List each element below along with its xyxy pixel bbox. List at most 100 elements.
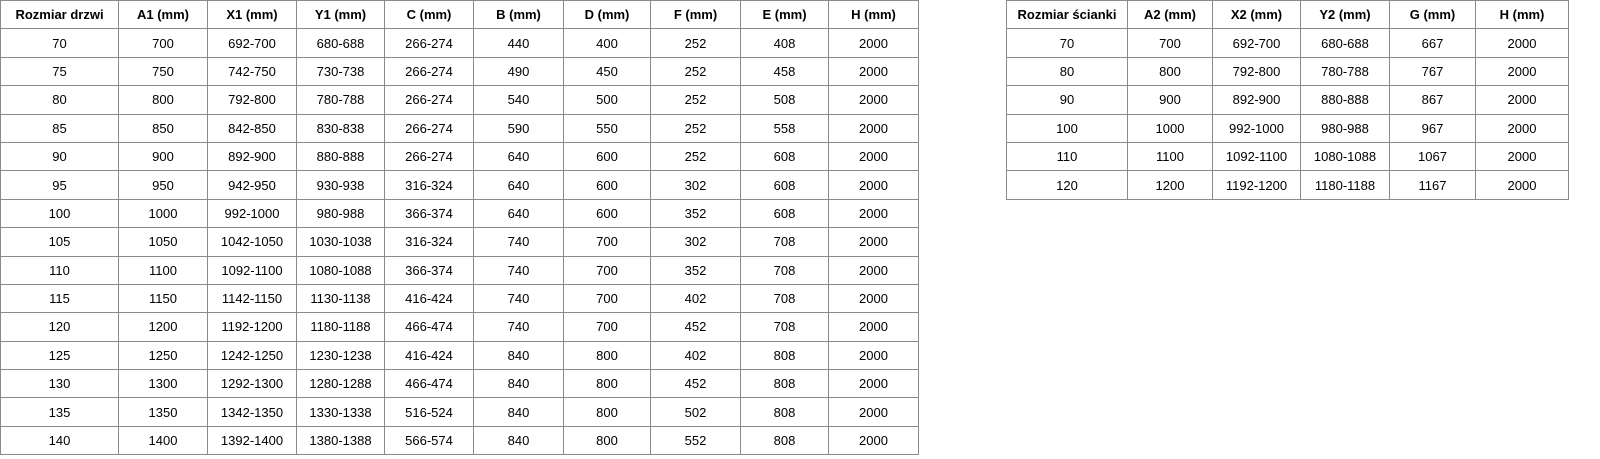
table-cell: 2000	[1475, 170, 1569, 200]
column-header: C (mm)	[384, 0, 474, 30]
table-cell: 1342-1350	[207, 397, 297, 427]
column-header: B (mm)	[473, 0, 564, 30]
table-cell: 452	[650, 312, 741, 342]
table-cell: 740	[473, 312, 564, 342]
table-cell: 266-274	[384, 141, 474, 172]
table-cell: 135	[0, 397, 119, 427]
table-cell: 880-888	[1300, 85, 1390, 115]
table-cell: 1150	[118, 283, 208, 314]
table-cell: 466-474	[384, 312, 474, 342]
table-cell: 1250	[118, 340, 208, 371]
table-cell: 452	[650, 369, 741, 399]
table-cell: 700	[1127, 28, 1213, 58]
table-row: 110 1100 1092-1100 1080-1088 366-374 740 700 35…	[0, 255, 919, 285]
table-cell: 700	[118, 28, 208, 58]
table-cell: 2000	[828, 227, 919, 257]
table-cell: 2000	[828, 312, 919, 342]
table-cell: 800	[563, 369, 651, 399]
table-cell: 120	[1006, 170, 1128, 200]
table-cell: 1400	[118, 425, 208, 456]
table-cell: 252	[650, 56, 741, 87]
table-cell: 992-1000	[1212, 113, 1301, 143]
table-cell: 100	[0, 198, 119, 229]
table-cell: 1330-1338	[296, 397, 385, 427]
table-cell: 700	[563, 283, 651, 314]
table-row: 115 1150 1142-1150 1130-1138 416-424 740 700 40…	[0, 283, 919, 314]
table-cell: 808	[740, 425, 829, 456]
table-row: 75 750 742-750 730-738 266-274 490 450 252 458 20…	[0, 56, 919, 87]
table-header: Rozmiar ścianki A2 (mm) X2 (mm) Y2 (mm) G (m…	[1006, 0, 1569, 30]
table-cell: 840	[473, 425, 564, 456]
table-cell: 1030-1038	[296, 227, 385, 257]
table-row: 120 1200 1192-1200 1180-1188 466-474 740 700 45…	[0, 312, 919, 342]
table-cell: 140	[0, 425, 119, 456]
table-cell: 980-988	[1300, 113, 1390, 143]
table-cell: 416-424	[384, 340, 474, 371]
table-cell: 708	[740, 283, 829, 314]
table-cell: 2000	[1475, 113, 1569, 143]
door-dimensions-table: Rozmiar drzwi A1 (mm) X1 (mm) Y1 (mm) C (mm)…	[0, 0, 919, 456]
column-header: H (mm)	[1475, 0, 1569, 30]
column-header: H (mm)	[828, 0, 919, 30]
column-header: E (mm)	[740, 0, 829, 30]
table-cell: 740	[473, 255, 564, 285]
table-cell: 90	[1006, 85, 1128, 115]
table-cell: 466-474	[384, 369, 474, 399]
table-cell: 100	[1006, 113, 1128, 143]
table-cell: 708	[740, 312, 829, 342]
table-row: 80 800 792-800 780-788 266-274 540 500 252 508 20…	[0, 85, 919, 115]
table-cell: 550	[563, 113, 651, 143]
table-cell: 266-274	[384, 28, 474, 58]
table-cell: 680-688	[1300, 28, 1390, 58]
table-cell: 700	[563, 312, 651, 342]
table-cell: 1380-1388	[296, 425, 385, 456]
table-cell: 1130-1138	[296, 283, 385, 314]
table-cell: 800	[118, 85, 208, 115]
table-cell: 590	[473, 113, 564, 143]
table-cell: 115	[0, 283, 119, 314]
table-cell: 680-688	[296, 28, 385, 58]
table-cell: 502	[650, 397, 741, 427]
table-cell: 800	[563, 425, 651, 456]
table-row: 90 900 892-900 880-888 867 2000	[1006, 85, 1569, 115]
table-cell: 1300	[118, 369, 208, 399]
table-cell: 85	[0, 113, 119, 143]
table-row: 130 1300 1292-1300 1280-1288 466-474 840 800 45…	[0, 369, 919, 399]
table-cell: 352	[650, 198, 741, 229]
table-cell: 1200	[118, 312, 208, 342]
table-cell: 900	[118, 141, 208, 172]
table-cell: 840	[473, 397, 564, 427]
table-cell: 2000	[828, 170, 919, 200]
table-cell: 700	[563, 255, 651, 285]
table-cell: 252	[650, 113, 741, 143]
table-cell: 692-700	[207, 28, 297, 58]
table-cell: 2000	[828, 369, 919, 399]
table-cell: 252	[650, 141, 741, 172]
table-cell: 1280-1288	[296, 369, 385, 399]
table-cell: 450	[563, 56, 651, 87]
table-cell: 830-838	[296, 113, 385, 143]
table-cell: 2000	[1475, 56, 1569, 87]
table-cell: 75	[0, 56, 119, 87]
table-cell: 458	[740, 56, 829, 87]
table-cell: 1180-1188	[296, 312, 385, 342]
table-cell: 402	[650, 340, 741, 371]
table-cell: 950	[118, 170, 208, 200]
table-cell: 2000	[828, 397, 919, 427]
table-cell: 808	[740, 397, 829, 427]
table-cell: 1000	[1127, 113, 1213, 143]
table-cell: 708	[740, 255, 829, 285]
table-cell: 840	[473, 369, 564, 399]
table-cell: 667	[1389, 28, 1476, 58]
table-cell: 302	[650, 170, 741, 200]
table-cell: 608	[740, 141, 829, 172]
table-cell: 808	[740, 340, 829, 371]
table-cell: 1100	[118, 255, 208, 285]
table-cell: 2000	[828, 56, 919, 87]
table-cell: 408	[740, 28, 829, 58]
table-cell: 2000	[828, 28, 919, 58]
wall-dimensions-table: Rozmiar ścianki A2 (mm) X2 (mm) Y2 (mm) G (m…	[1006, 0, 1569, 200]
table-cell: 2000	[828, 198, 919, 229]
table-cell: 1042-1050	[207, 227, 297, 257]
table-cell: 266-274	[384, 56, 474, 87]
